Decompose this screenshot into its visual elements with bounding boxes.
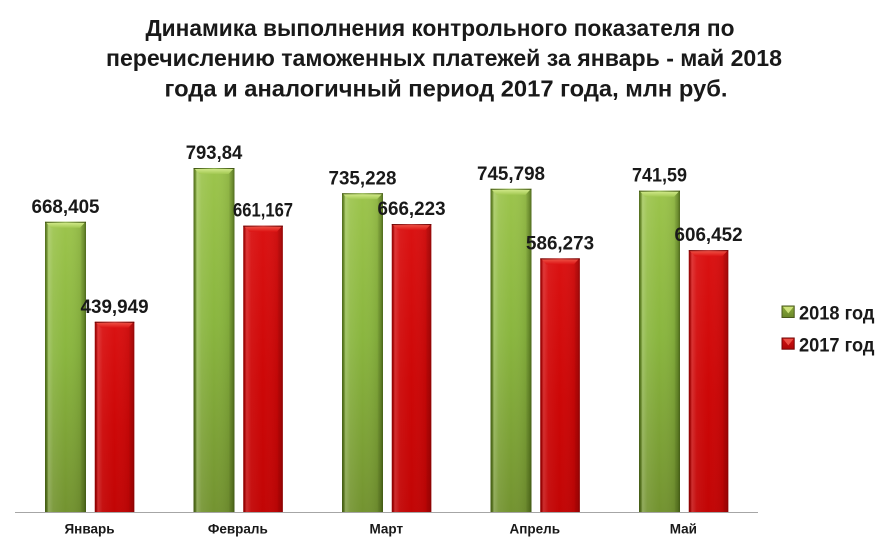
svg-text:Январь: Январь [64, 522, 114, 537]
svg-text:Апрель: Апрель [510, 522, 561, 537]
svg-text:Динамика выполнения контрольно: Динамика выполнения контрольного показат… [146, 15, 735, 41]
svg-text:793,84: 793,84 [186, 143, 243, 164]
svg-text:606,452: 606,452 [675, 225, 743, 246]
svg-text:2018 год: 2018 год [799, 302, 875, 324]
svg-text:439,949: 439,949 [81, 297, 149, 318]
svg-text:перечислению таможенных платеж: перечислению таможенных платежей за янва… [106, 45, 782, 71]
svg-text:668,405: 668,405 [32, 197, 100, 218]
svg-text:586,273: 586,273 [526, 233, 594, 254]
svg-text:745,798: 745,798 [477, 164, 545, 185]
svg-text:года и аналогичный период 2017: года и аналогичный период 2017 года, млн… [165, 75, 728, 101]
svg-text:735,228: 735,228 [329, 168, 397, 189]
svg-text:741,59: 741,59 [632, 166, 687, 187]
svg-text:Февраль: Февраль [208, 522, 268, 537]
svg-text:661,167: 661,167 [233, 201, 293, 222]
svg-text:Май: Май [670, 522, 697, 537]
svg-text:666,223: 666,223 [378, 199, 446, 220]
svg-text:2017 год: 2017 год [799, 334, 875, 356]
svg-text:Март: Март [369, 522, 403, 537]
